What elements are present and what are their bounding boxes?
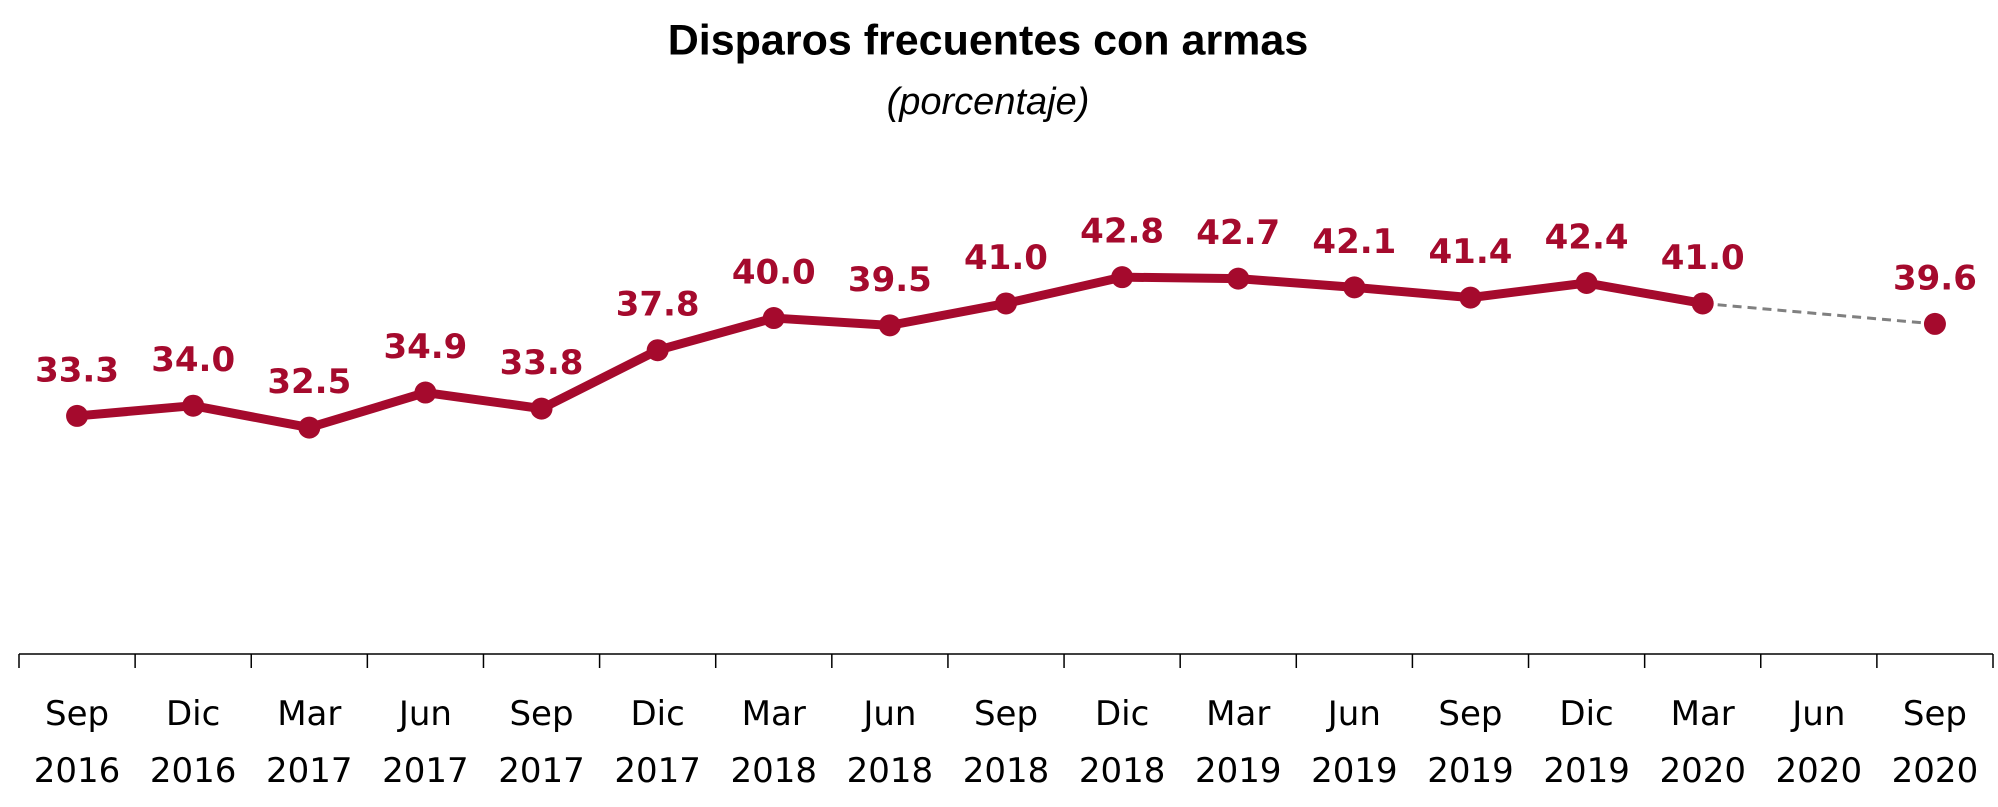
point xyxy=(1111,266,1134,289)
point xyxy=(646,339,669,362)
data-label: 32.5 xyxy=(267,362,351,402)
point xyxy=(1227,267,1250,290)
data-label: 42.1 xyxy=(1312,222,1396,262)
x-tick-label: Sep 2019 xyxy=(1427,694,1514,791)
point xyxy=(298,416,321,439)
data-label: 37.8 xyxy=(616,285,700,325)
data-label: 42.4 xyxy=(1545,218,1629,258)
x-tick-label: Dic 2019 xyxy=(1543,694,1630,791)
gap-line xyxy=(1702,301,1936,326)
x-tick-label: Mar 2018 xyxy=(730,694,818,791)
chart-subtitle: (porcentaje) xyxy=(887,81,1090,123)
x-tick-label: Sep 2018 xyxy=(962,694,1050,791)
point xyxy=(878,314,901,337)
data-label: 33.8 xyxy=(500,343,584,383)
data-label: 41.0 xyxy=(964,238,1048,278)
x-tick-label: Mar 2020 xyxy=(1659,694,1746,791)
point xyxy=(182,394,205,417)
point xyxy=(66,404,89,427)
x-tick-label: Mar 2017 xyxy=(266,694,353,791)
x-tick-label: Mar 2019 xyxy=(1194,694,1282,791)
x-tick-label: Dic 2018 xyxy=(1078,694,1166,791)
x-tick-label: Dic 2017 xyxy=(614,694,701,791)
data-label: 42.7 xyxy=(1196,213,1280,253)
data-label: 42.8 xyxy=(1080,212,1164,252)
point xyxy=(995,292,1017,315)
data-label: 41.0 xyxy=(1661,238,1745,278)
point xyxy=(1459,286,1482,309)
point xyxy=(1343,276,1366,299)
data-label: 40.0 xyxy=(732,253,816,293)
point xyxy=(1575,272,1598,295)
data-label: 39.6 xyxy=(1893,258,1977,298)
data-label: 33.3 xyxy=(35,350,119,390)
point xyxy=(762,307,785,330)
x-tick-label: Sep 2017 xyxy=(498,694,585,791)
x-tick-label: Jun 2018 xyxy=(846,694,934,791)
x-tick-label: Jun 2019 xyxy=(1311,694,1398,791)
data-label: 41.4 xyxy=(1429,232,1513,272)
x-tick-label: Sep 2016 xyxy=(33,694,121,791)
x-tick-label: Dic 2016 xyxy=(149,694,237,791)
x-tick-label: Sep 2020 xyxy=(1891,694,1979,791)
x-tick-label: Jun 2017 xyxy=(382,694,469,791)
chart-title: Disparos frecuentes con armas xyxy=(668,16,1309,64)
data-label: 34.0 xyxy=(151,340,235,380)
x-tick-label: Jun 2020 xyxy=(1775,694,1863,791)
data-label: 34.9 xyxy=(383,327,467,367)
point xyxy=(414,381,437,404)
point xyxy=(1691,292,1714,315)
point xyxy=(1923,312,1946,335)
data-label: 39.5 xyxy=(848,260,932,300)
point xyxy=(530,397,553,420)
